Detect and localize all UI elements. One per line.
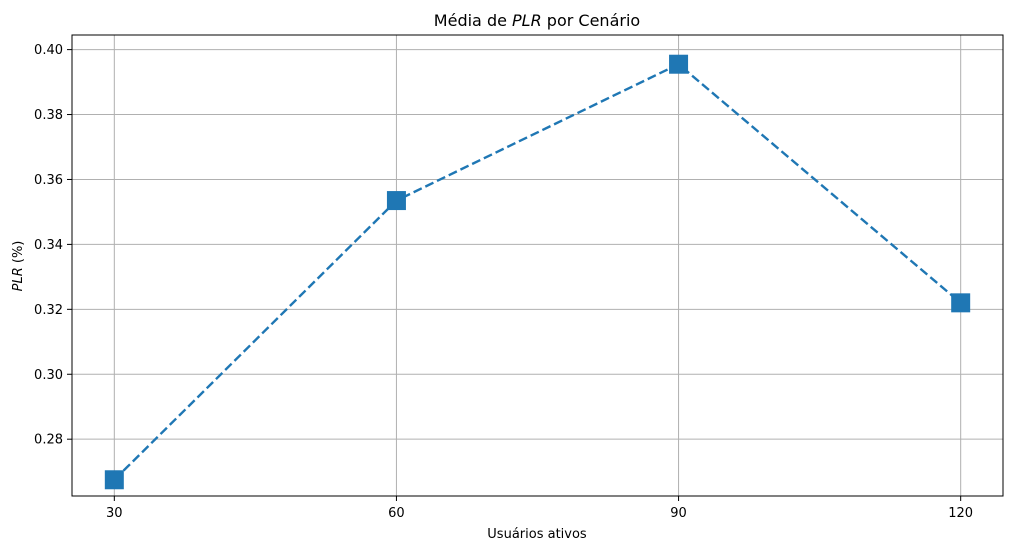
y-tick-label: 0.36 [34,173,63,188]
x-tick-label: 60 [388,506,405,521]
axes-frame [71,34,1004,497]
y-tick-label: 0.32 [34,303,63,318]
x-axis-label: Usuários ativos [487,527,587,542]
y-tick-label: 0.34 [34,238,63,253]
series-line [113,62,962,481]
plot-area [72,35,1003,496]
data-point-marker [104,470,124,490]
ticks: 30 60 90 120 0.28 0.30 0.32 0.34 0.36 0.38 0.40 [34,43,973,521]
data-point-marker [951,293,971,313]
chart-title: Média de PLR por Cenário [434,11,640,30]
y-tick-label: 0.30 [34,368,63,383]
series-layer [104,54,971,490]
y-tick-label: 0.40 [34,43,63,58]
data-point-marker [669,54,689,74]
y-tick-label: 0.38 [34,108,63,123]
grid [72,35,1003,496]
x-tick-label: 30 [106,506,123,521]
x-tick-label: 120 [948,506,973,521]
y-tick-label: 0.28 [34,433,63,448]
data-point-marker [386,191,406,211]
x-tick-label: 90 [670,506,687,521]
y-axis-label: PLR (%) [11,241,26,292]
